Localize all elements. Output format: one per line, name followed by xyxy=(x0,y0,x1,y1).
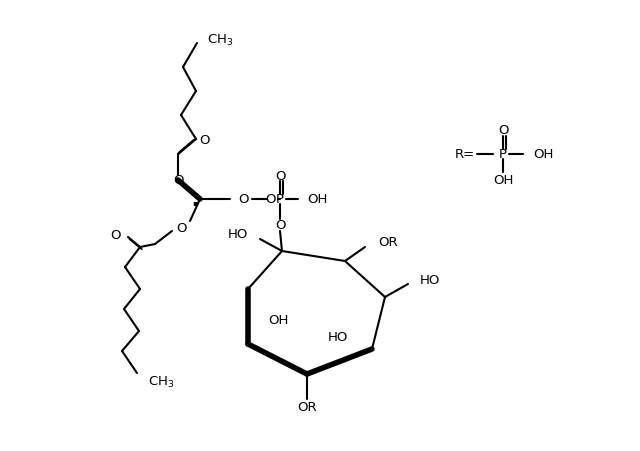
Text: O: O xyxy=(176,222,186,235)
Text: OR: OR xyxy=(378,236,397,249)
Text: O: O xyxy=(199,134,209,147)
Text: OH: OH xyxy=(307,193,328,206)
Text: ▪: ▪ xyxy=(192,198,198,207)
Text: OH: OH xyxy=(493,174,513,187)
Text: OH: OH xyxy=(533,148,554,161)
Text: O: O xyxy=(111,229,121,242)
Text: P: P xyxy=(499,148,507,161)
Text: HO: HO xyxy=(228,228,248,241)
Text: HO: HO xyxy=(328,331,348,344)
Text: R=: R= xyxy=(455,148,475,161)
Text: CH$_3$: CH$_3$ xyxy=(148,373,175,389)
Text: O: O xyxy=(498,124,508,137)
Text: CH$_3$: CH$_3$ xyxy=(207,32,234,47)
Text: O: O xyxy=(275,169,285,182)
Text: O: O xyxy=(173,174,183,187)
Text: O: O xyxy=(275,219,285,232)
Text: HO: HO xyxy=(420,274,440,287)
Text: OH: OH xyxy=(268,313,288,326)
Text: O: O xyxy=(237,193,248,206)
Text: OR: OR xyxy=(297,400,317,414)
Text: O: O xyxy=(265,193,275,206)
Text: P: P xyxy=(276,193,284,206)
